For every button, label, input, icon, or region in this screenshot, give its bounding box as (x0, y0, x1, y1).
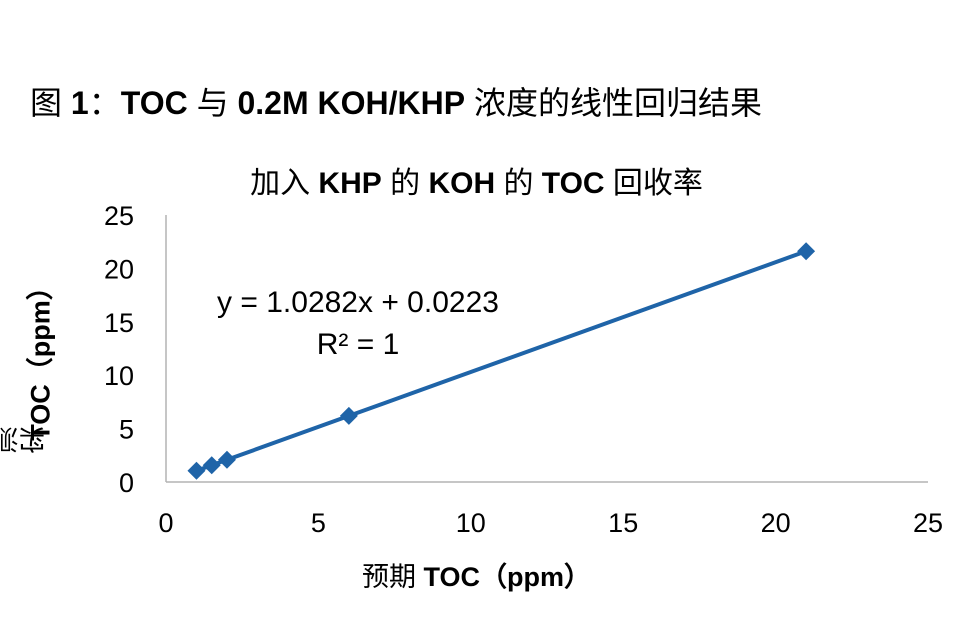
x-axis-label-part-2: TOC（ppm） (423, 562, 592, 592)
y-axis-label-text: 实测 TOC（ppm） (0, 273, 58, 453)
chart-title-part-2: KHP (318, 167, 382, 200)
x-tick-label: 15 (608, 508, 638, 538)
figure-title-connector: 与 (187, 85, 238, 121)
y-tick-label: 5 (119, 415, 134, 445)
y-axis-label-part-1: 实测 (0, 423, 46, 454)
y-tick-label: 0 (119, 468, 134, 498)
figure-title-rest: 浓度的线性回归结果 (465, 85, 762, 121)
figure-title: 图 1：TOC 与 0.2M KOH/KHP 浓度的线性回归结果 (30, 78, 762, 124)
y-tick-label: 10 (104, 361, 134, 391)
r-squared-label: R² = 1 (317, 328, 400, 361)
x-axis-label: 预期 TOC（ppm） (0, 555, 953, 594)
y-axis-label-part-2: TOC（ppm） (25, 273, 56, 441)
chart-title-part-7: 回收率 (604, 167, 703, 200)
chart-title-part-3: 的 (381, 167, 429, 200)
x-tick-label: 10 (456, 508, 486, 538)
data-series (187, 242, 816, 480)
chart-title-part-4: KOH (428, 167, 496, 200)
figure-title-toc: TOC (120, 85, 188, 121)
figure-title-colon: ： (88, 85, 121, 121)
regression-equation: y = 1.0282x + 0.0223 (217, 286, 499, 319)
y-tick-label: 20 (104, 254, 134, 284)
chart-title-part-6: TOC (541, 167, 605, 200)
x-tick-label: 20 (761, 508, 791, 538)
x-axis-label-part-1: 预期 (361, 562, 424, 592)
data-point-diamond (339, 406, 358, 425)
axes (165, 215, 928, 483)
figure-title-number: 1 (70, 85, 89, 121)
x-tick-label: 25 (913, 508, 943, 538)
x-tick-label: 5 (311, 508, 326, 538)
figure-title-prefix: 图 (30, 85, 71, 121)
chart-title-part-1: 加入 (250, 167, 319, 200)
data-point-diamond (202, 456, 221, 475)
data-point-diamond (797, 242, 816, 261)
data-point-diamond (217, 450, 236, 469)
data-point-diamond (187, 461, 206, 480)
chart-title: 加入 KHP 的 KOH 的 TOC 回收率 (0, 158, 953, 202)
y-tick-label: 15 (104, 308, 134, 338)
tick-labels: 0 5 10 15 20 25 0 5 10 15 20 25 (104, 201, 943, 538)
series-line (195, 249, 807, 473)
figure-title-solution: 0.2M KOH/KHP (237, 85, 466, 121)
x-tick-label: 0 (158, 508, 173, 538)
chart-title-part-5: 的 (495, 167, 542, 200)
y-tick-label: 25 (104, 201, 134, 231)
